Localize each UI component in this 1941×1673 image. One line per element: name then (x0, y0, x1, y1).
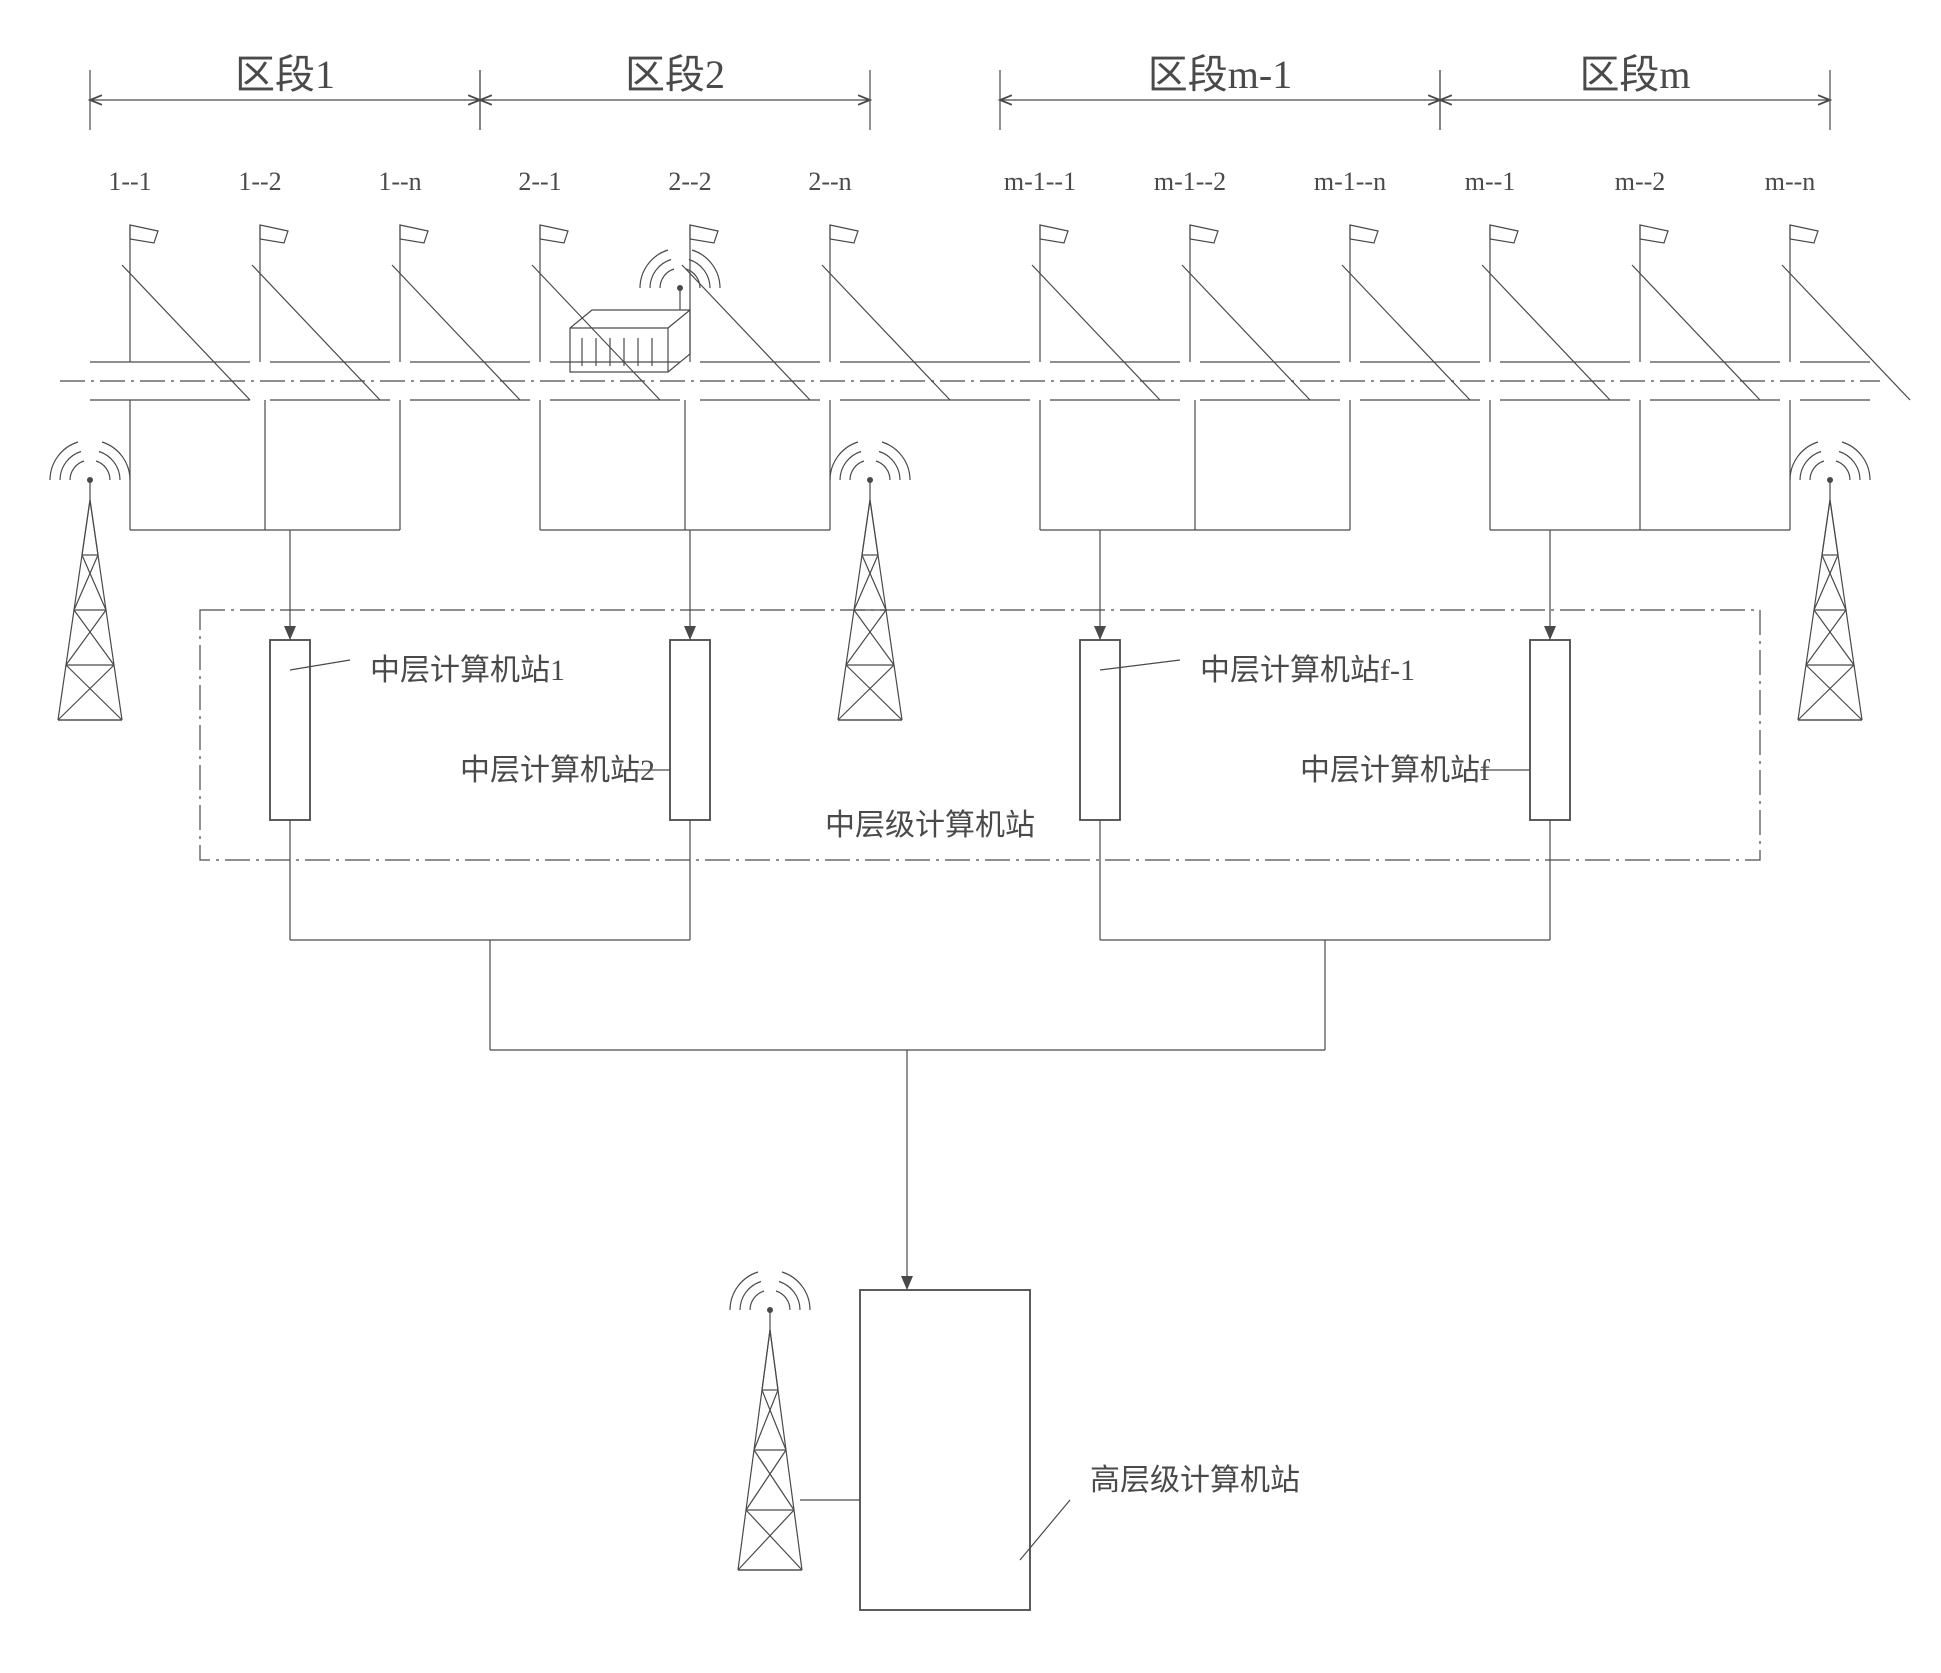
radio-wave-icon (102, 442, 130, 480)
signal-flag-icon (400, 225, 428, 243)
mid-computer-station (1530, 640, 1570, 820)
radio-wave-icon (1842, 442, 1870, 480)
radio-wave-icon (1790, 442, 1818, 480)
signal-flag-icon (1190, 225, 1218, 243)
section-label: 区段2 (625, 52, 725, 97)
pole-label: 2--2 (668, 167, 711, 196)
mid-computer-label: 中层计算机站1 (370, 654, 565, 687)
radio-wave-icon (70, 461, 84, 480)
signal-flag-icon (130, 225, 158, 243)
signal-flag-icon (260, 225, 288, 243)
mid-station-frame-label: 中层级计算机站 (825, 809, 1035, 842)
pole-label: 1--2 (238, 167, 281, 196)
mid-computer-label: 中层计算机站f (1300, 754, 1490, 787)
section-label: 区段m (1579, 52, 1690, 97)
section-label: 区段1 (235, 52, 335, 97)
high-computer-label: 高层级计算机站 (1090, 1464, 1300, 1497)
radio-wave-icon (1836, 461, 1850, 480)
pole-label: m--2 (1615, 167, 1666, 196)
radio-wave-icon (640, 250, 668, 288)
radio-wave-icon (882, 442, 910, 480)
radio-wave-icon (50, 442, 78, 480)
signal-flag-icon (1350, 225, 1378, 243)
signal-flag-icon (830, 225, 858, 243)
mid-computer-station (270, 640, 310, 820)
pole-label: m-1--1 (1004, 167, 1076, 196)
signal-flag-icon (540, 225, 568, 243)
pole-label: m--1 (1465, 167, 1516, 196)
mid-computer-station (670, 640, 710, 820)
pole-label: 2--n (808, 167, 851, 196)
radio-wave-icon (750, 1291, 764, 1310)
radio-wave-icon (730, 1272, 758, 1310)
signal-flag-icon (1490, 225, 1518, 243)
signal-flag-icon (690, 225, 718, 243)
diagram-canvas: 区段1 区段2 区段m-1 区段m 1--1 1--2 1--n 2--1 2--2 2--n m-… (0, 0, 1941, 1673)
radio-wave-icon (776, 1291, 790, 1310)
pole-label: 1--1 (108, 167, 151, 196)
mid-computer-station (1080, 640, 1120, 820)
section-label: 区段m-1 (1148, 52, 1292, 97)
high-computer-station (860, 1290, 1030, 1610)
pole-label: m--n (1765, 167, 1816, 196)
signal-flag-icon (1790, 225, 1818, 243)
mid-computer-label: 中层计算机站f-1 (1200, 654, 1415, 687)
radio-wave-icon (1810, 461, 1824, 480)
radio-wave-icon (660, 269, 674, 288)
radio-wave-icon (850, 461, 864, 480)
pole-label: m-1--2 (1154, 167, 1226, 196)
radio-wave-icon (830, 442, 858, 480)
pole-label: 1--n (378, 167, 421, 196)
signal-flag-icon (1640, 225, 1668, 243)
radio-wave-icon (692, 250, 720, 288)
radio-wave-icon (96, 461, 110, 480)
pole-label: 2--1 (518, 167, 561, 196)
radio-wave-icon (876, 461, 890, 480)
signal-flag-icon (1040, 225, 1068, 243)
pole-label: m-1--n (1314, 167, 1386, 196)
radio-wave-icon (782, 1272, 810, 1310)
